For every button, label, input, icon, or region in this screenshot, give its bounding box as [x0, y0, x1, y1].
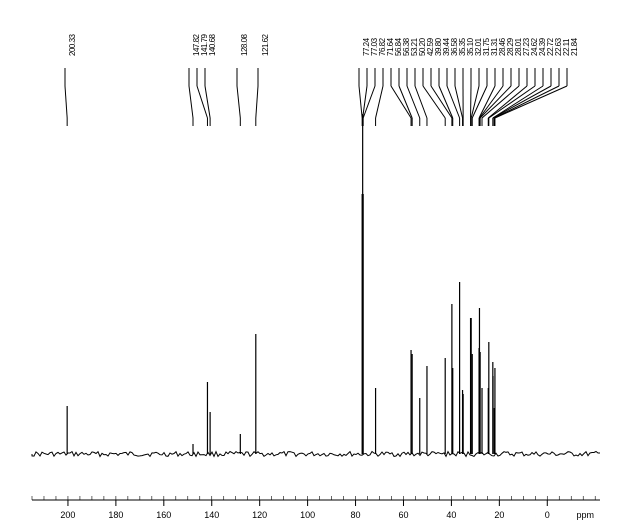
peak-value-label: 128.08	[240, 35, 249, 56]
nmr-spectrum: 200180160140120100806040200ppm	[0, 0, 620, 529]
peak-value-label: 140.68	[208, 35, 217, 56]
x-tick-label: 60	[398, 510, 408, 520]
peak-value-label: 21.84	[570, 38, 579, 56]
x-tick-label: 40	[446, 510, 456, 520]
x-tick-label: 180	[108, 510, 123, 520]
x-tick-label: 140	[204, 510, 219, 520]
x-tick-label: 120	[252, 510, 267, 520]
peak-value-label: 200.33	[68, 35, 77, 56]
x-tick-label: 0	[545, 510, 550, 520]
x-tick-label: 160	[156, 510, 171, 520]
x-tick-label: 20	[494, 510, 504, 520]
peak-value-label: 121.62	[261, 35, 270, 56]
x-axis-label: ppm	[576, 510, 594, 520]
x-tick-label: 80	[351, 510, 361, 520]
x-tick-label: 100	[300, 510, 315, 520]
baseline-noise	[32, 452, 600, 457]
x-tick-label: 200	[60, 510, 75, 520]
